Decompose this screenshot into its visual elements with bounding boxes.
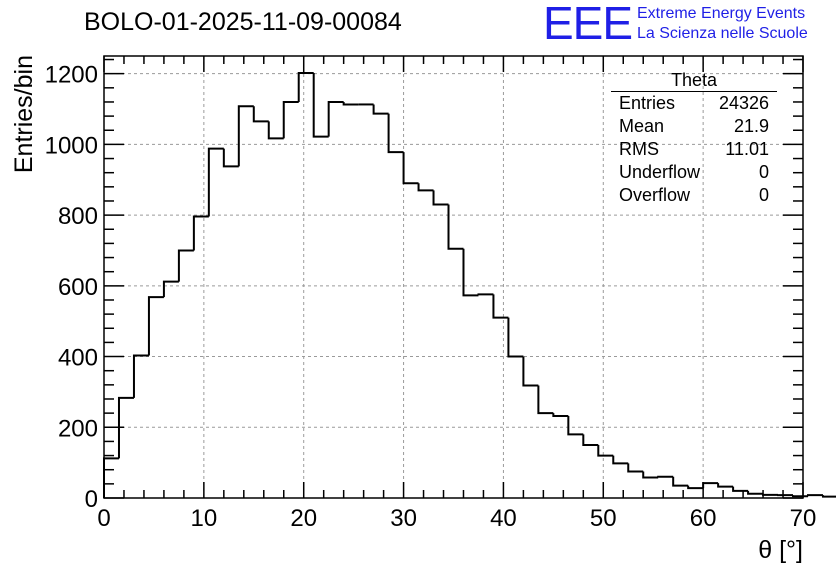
x-tick-label: 50 <box>590 505 617 532</box>
histogram-bin <box>567 415 584 436</box>
histogram-bin <box>717 483 734 488</box>
x-tick-label: 40 <box>490 505 517 532</box>
plot-frame <box>103 55 804 499</box>
x-tick-label: 70 <box>790 505 817 532</box>
histogram-bin <box>372 104 389 115</box>
histogram-bin <box>432 190 449 206</box>
histogram-bin <box>687 485 704 490</box>
histogram-bin <box>252 106 269 123</box>
y-tick-label: 200 <box>58 415 98 442</box>
histogram-bin <box>672 476 689 487</box>
stats-row-mean: Mean 21.9 <box>611 115 777 138</box>
histogram-bin <box>732 486 749 492</box>
stats-value: 24326 <box>718 93 769 113</box>
histogram-bin <box>702 482 719 489</box>
histogram-bin <box>327 100 344 137</box>
histogram-bin <box>162 280 179 298</box>
tick-labels: 0 10 20 30 40 50 60 70 0 200 400 600 800 1000 1200 <box>45 62 817 532</box>
histogram-bin <box>237 105 254 167</box>
stats-value: 11.01 <box>725 139 769 159</box>
stats-box: Theta Entries 24326 Mean 21.9 RMS 11.01 … <box>611 70 777 207</box>
histogram-bin <box>402 152 419 185</box>
axis-ticks <box>103 56 804 499</box>
histogram-bin <box>492 294 509 319</box>
stats-title: Theta <box>611 70 777 92</box>
stats-label: RMS <box>619 139 659 159</box>
histogram-bin <box>417 183 434 192</box>
histogram-bin <box>462 248 479 297</box>
y-tick-label: 800 <box>58 203 98 230</box>
x-tick-label: 60 <box>690 505 717 532</box>
histogram-bin <box>806 494 823 497</box>
stats-value: 0 <box>758 185 769 205</box>
stats-row-entries: Entries 24326 <box>611 92 777 115</box>
histogram-bin <box>597 444 614 457</box>
x-tick-label: 30 <box>390 505 417 532</box>
histogram-bin <box>297 71 314 102</box>
histogram-bin <box>522 356 539 387</box>
stats-row-rms: RMS 11.01 <box>611 138 777 161</box>
x-tick-label: 0 <box>97 505 110 532</box>
histogram-bin <box>762 493 779 496</box>
x-tick-label: 20 <box>290 505 317 532</box>
histogram-bin <box>147 296 164 356</box>
histogram-series <box>103 71 836 498</box>
stats-value: 21.9 <box>733 116 769 136</box>
logo-caption-line2: La Scienza nelle Scuole <box>637 25 808 42</box>
histogram-bin <box>342 101 359 106</box>
histogram-bin <box>477 293 494 296</box>
histogram-bin <box>747 490 764 495</box>
y-tick-label: 400 <box>58 345 98 372</box>
histogram-bin <box>552 413 569 417</box>
histogram-bin <box>207 147 224 217</box>
x-axis-label: θ [°] <box>758 536 803 564</box>
stats-label: Overflow <box>619 185 691 205</box>
histogram-bin <box>657 475 674 478</box>
y-tick-label: 1200 <box>45 62 98 89</box>
stats-label: Underflow <box>619 162 701 182</box>
histogram-bin <box>447 204 464 250</box>
stats-value: 0 <box>758 162 769 182</box>
histogram-bin <box>132 354 149 398</box>
histogram-bin <box>507 317 524 358</box>
logo-caption-line1: Extreme Energy Events <box>637 5 806 22</box>
histogram-bin <box>222 148 239 168</box>
y-tick-label: 0 <box>85 486 98 513</box>
histogram-bin <box>537 385 554 415</box>
eee-logo: EEE <box>543 0 633 49</box>
histogram-bin <box>312 72 329 138</box>
histogram-bin <box>792 495 808 498</box>
grid-lines <box>104 56 803 498</box>
y-axis-label: Entries/bin <box>10 55 38 173</box>
histogram-bin <box>267 121 284 140</box>
stats-row-underflow: Underflow 0 <box>611 161 777 184</box>
stats-row-overflow: Overflow 0 <box>611 184 777 207</box>
histogram-bin <box>177 249 194 282</box>
histogram-bin <box>627 463 644 473</box>
histogram-bin <box>103 457 119 498</box>
x-tick-label: 10 <box>191 505 218 532</box>
stats-label: Entries <box>619 93 676 113</box>
histogram-bin <box>642 471 659 479</box>
histogram-bin <box>282 100 299 139</box>
histogram-bin <box>821 495 836 498</box>
histogram-bin <box>387 113 404 154</box>
plot-title: BOLO-01-2025-11-09-00084 <box>84 8 402 36</box>
histogram-bin <box>612 455 629 465</box>
logo-caption: Extreme Energy Events La Scienza nelle S… <box>637 4 808 44</box>
stats-label: Mean <box>619 116 665 136</box>
y-tick-label: 1000 <box>45 132 98 159</box>
histogram-bin <box>192 215 209 251</box>
histogram-bin <box>117 396 134 459</box>
histogram-bin <box>582 434 599 446</box>
y-tick-label: 600 <box>58 274 98 301</box>
